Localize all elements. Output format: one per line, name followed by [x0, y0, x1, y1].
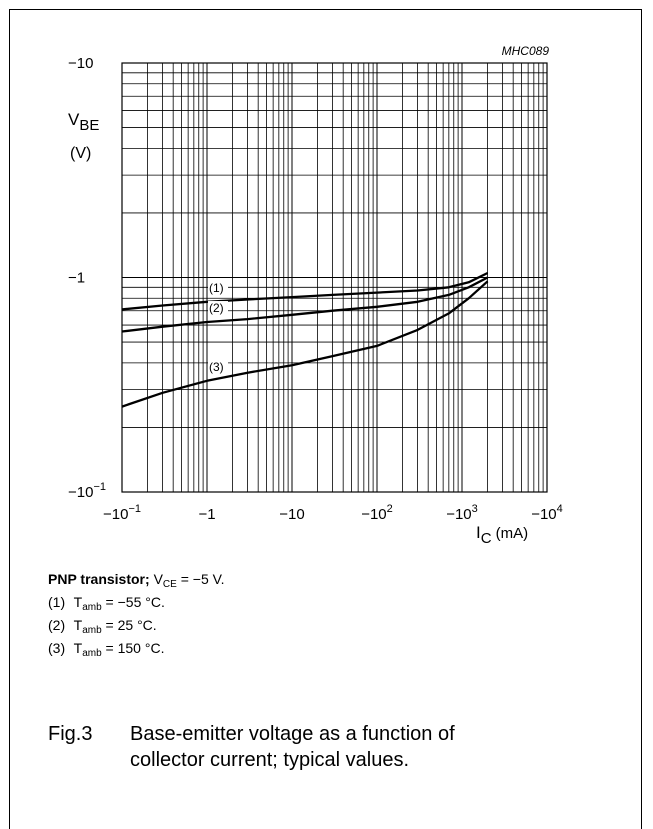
caption-v-sub: CE [162, 579, 177, 590]
caption-v: V [153, 571, 163, 587]
caption-line-3: (3) Tamb = 150 °C. [48, 637, 225, 660]
y-axis-label: VBE [68, 110, 99, 134]
series-label-bg [208, 359, 228, 374]
x-tick-exponent: 3 [472, 503, 478, 515]
caption-line-1: (1) Tamb = −55 °C. [48, 591, 225, 614]
series-line-1 [121, 271, 489, 311]
caption-num: (3) [48, 640, 66, 656]
caption-title: PNP transistor; VCE = −5 V. [48, 568, 225, 591]
caption-v-rest: = −5 V. [176, 571, 225, 587]
series-line-3 [121, 280, 489, 408]
caption-t-sub: amb [82, 602, 102, 613]
y-axis-unit: (V) [70, 145, 91, 162]
series-label-3: (3) [209, 360, 224, 374]
y-axis-label-sub: BE [79, 117, 99, 134]
caption-t-sub: amb [82, 625, 102, 636]
y-tick-label: −10 [68, 55, 93, 72]
x-axis-label-sub: C [481, 530, 492, 547]
caption-rest: = −55 °C. [101, 594, 165, 610]
x-axis-unit: (mA) [496, 525, 529, 542]
x-tick-label: −10 [279, 506, 304, 523]
x-tick-label: −103 [446, 503, 478, 523]
x-axis-label: IC (mA) [476, 523, 528, 547]
caption-rest: = 25 °C. [101, 617, 157, 633]
chart: −10−1 −1 −10 −102 −103 −104−10−1−10−1VBE(V)IC… [68, 44, 563, 547]
series-label-2: (2) [209, 301, 224, 315]
series-label-1: (1) [209, 281, 224, 295]
grid [121, 62, 548, 493]
caption-num: (2) [48, 617, 66, 633]
caption-t: T [73, 640, 83, 656]
y-tick-label: −10−1 [68, 481, 106, 501]
caption-title-bold: PNP transistor; [48, 571, 150, 587]
caption-t: T [73, 594, 83, 610]
figure-text: Base-emitter voltage as a function of co… [130, 723, 455, 771]
caption-line-2: (2) Tamb = 25 °C. [48, 614, 225, 637]
chart-code: MHC089 [502, 44, 550, 58]
series-line-2 [121, 276, 489, 333]
y-tick-label: −1 [68, 270, 85, 287]
caption-t-sub: amb [82, 648, 102, 659]
caption: PNP transistor; VCE = −5 V. (1) Tamb = −… [48, 568, 225, 660]
x-tick-exponent: 4 [557, 503, 563, 515]
x-tick-label: −104 [531, 503, 563, 523]
caption-num: (1) [48, 594, 66, 610]
plot-border [121, 62, 548, 493]
y-tick-exponent: −1 [93, 481, 106, 493]
series-label-bg [208, 280, 228, 295]
x-tick-label: −1 [198, 506, 215, 523]
figure-number: Fig.3 [48, 723, 93, 745]
series-label-bg [208, 301, 228, 316]
x-tick-label: −10−1 [103, 503, 141, 523]
x-tick-exponent: 2 [387, 503, 393, 515]
caption-t: T [73, 617, 83, 633]
x-tick-exponent: −1 [128, 503, 141, 515]
caption-rest: = 150 °C. [101, 640, 165, 656]
curves [121, 271, 489, 408]
x-tick-label: −102 [361, 503, 393, 523]
figure-frame [9, 9, 642, 829]
